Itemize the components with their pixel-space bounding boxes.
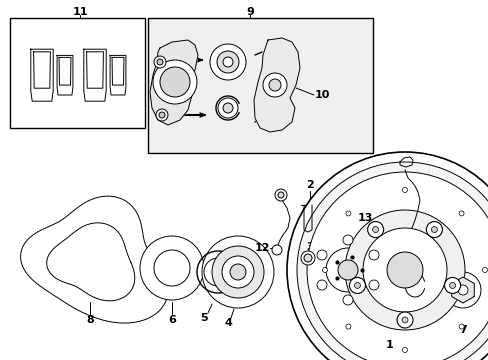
Text: 11: 11 (72, 7, 87, 17)
Circle shape (154, 56, 165, 68)
Text: 10: 10 (314, 90, 330, 100)
Circle shape (345, 324, 350, 329)
Circle shape (218, 98, 238, 118)
Circle shape (342, 295, 352, 305)
Text: 5: 5 (200, 313, 207, 323)
Circle shape (316, 250, 326, 260)
Circle shape (386, 252, 422, 288)
Circle shape (223, 57, 232, 67)
Text: 2: 2 (305, 180, 313, 190)
Circle shape (444, 272, 480, 308)
Circle shape (402, 188, 407, 193)
Text: 12: 12 (254, 243, 269, 253)
Circle shape (401, 317, 407, 323)
Circle shape (140, 236, 203, 300)
Text: 7: 7 (458, 325, 466, 335)
Circle shape (157, 59, 163, 65)
Circle shape (482, 267, 487, 273)
Circle shape (430, 226, 436, 233)
Circle shape (362, 228, 446, 312)
Circle shape (325, 248, 369, 292)
Circle shape (458, 324, 463, 329)
Circle shape (367, 221, 383, 238)
Circle shape (268, 79, 281, 91)
Circle shape (322, 267, 327, 273)
Circle shape (156, 109, 168, 121)
Circle shape (222, 256, 253, 288)
Circle shape (202, 236, 273, 308)
Circle shape (354, 283, 360, 288)
Circle shape (372, 226, 378, 233)
Circle shape (342, 235, 352, 245)
Circle shape (345, 211, 350, 216)
Circle shape (212, 246, 264, 298)
Circle shape (223, 103, 232, 113)
Bar (148, 18, 372, 153)
Circle shape (217, 51, 239, 73)
Circle shape (402, 347, 407, 352)
Circle shape (448, 283, 455, 288)
Text: 1: 1 (386, 340, 393, 350)
Circle shape (458, 211, 463, 216)
Circle shape (307, 230, 387, 310)
Text: 13: 13 (357, 213, 372, 223)
Circle shape (229, 264, 245, 280)
Circle shape (286, 152, 488, 360)
Circle shape (368, 250, 378, 260)
Circle shape (278, 192, 284, 198)
Circle shape (316, 280, 326, 290)
Circle shape (209, 44, 245, 80)
Text: 6: 6 (168, 315, 176, 325)
Circle shape (296, 162, 488, 360)
Text: 8: 8 (86, 315, 94, 325)
Circle shape (154, 250, 190, 286)
Circle shape (274, 189, 286, 201)
Circle shape (301, 251, 314, 265)
Circle shape (263, 73, 286, 97)
Circle shape (349, 278, 365, 293)
Circle shape (426, 221, 442, 238)
Circle shape (444, 278, 460, 293)
Circle shape (271, 245, 282, 255)
Text: 3: 3 (305, 242, 313, 252)
Circle shape (304, 254, 311, 262)
Circle shape (337, 260, 357, 280)
Circle shape (159, 112, 164, 118)
Bar (10, 18, 145, 128)
Circle shape (457, 285, 467, 295)
Circle shape (153, 60, 197, 104)
Circle shape (345, 210, 464, 330)
Text: 4: 4 (224, 318, 231, 328)
Text: 9: 9 (245, 7, 253, 17)
Polygon shape (150, 40, 198, 125)
Circle shape (160, 67, 190, 97)
Circle shape (396, 312, 412, 328)
Circle shape (368, 280, 378, 290)
Circle shape (295, 218, 399, 322)
Circle shape (306, 172, 488, 360)
Polygon shape (253, 38, 299, 132)
Polygon shape (451, 277, 473, 303)
